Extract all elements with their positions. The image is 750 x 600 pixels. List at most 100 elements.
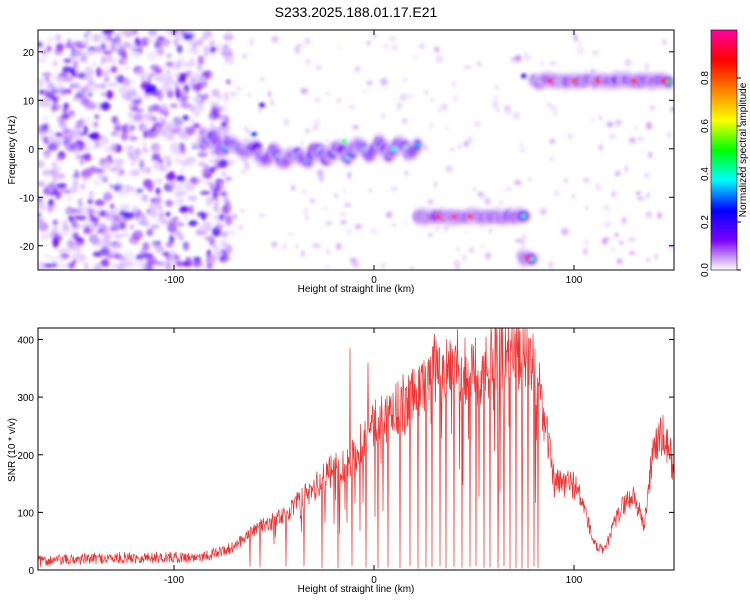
noise-blob — [114, 158, 124, 166]
noise-blob — [96, 45, 102, 54]
speckle-blob — [629, 136, 636, 144]
snr-ytick-label: 200 — [17, 451, 34, 462]
noise-blob — [72, 131, 83, 142]
noise-blob — [58, 263, 70, 268]
noise-blob — [156, 36, 166, 41]
speckle-blob — [489, 227, 493, 234]
speckle-blob — [519, 143, 524, 147]
spectrogram-xtick-label: 0 — [371, 275, 377, 286]
noise-blob — [146, 51, 158, 61]
noise-blob — [99, 33, 108, 43]
speckle-blob — [444, 225, 449, 232]
noise-blob — [183, 61, 191, 68]
speckle-blob — [312, 243, 320, 248]
speckle-blob — [649, 105, 656, 111]
noise-blob — [196, 76, 206, 81]
noise-blob — [158, 108, 167, 115]
noise-blob — [103, 191, 113, 202]
noise-blob — [70, 231, 76, 241]
noise-blob — [158, 73, 169, 80]
speckle-blob — [548, 260, 554, 269]
speckle-blob — [324, 138, 330, 143]
noise-blob — [192, 261, 203, 268]
speckle-blob — [644, 63, 649, 71]
noise-blob — [40, 233, 49, 240]
noise-blob — [142, 241, 150, 252]
noise-blob — [118, 59, 124, 65]
noise-blob — [169, 234, 175, 244]
noise-blob — [226, 30, 232, 37]
noise-blob — [127, 124, 132, 134]
speckle-blob — [636, 196, 645, 201]
noise-blob — [128, 150, 135, 158]
speckle-blob — [637, 137, 645, 141]
speckle-blob — [550, 106, 558, 110]
noise-blob — [56, 42, 64, 52]
noise-blob — [95, 140, 101, 149]
speckle-blob — [585, 205, 589, 211]
noise-blob — [80, 183, 86, 190]
noise-blob — [43, 152, 51, 159]
noise-blob — [38, 197, 44, 203]
noise-blob — [175, 175, 186, 182]
speckle-blob — [576, 46, 585, 55]
noise-blob — [200, 190, 212, 195]
noise-blob — [41, 223, 46, 232]
noise-blob — [70, 184, 79, 194]
speckle-blob — [604, 220, 612, 229]
noise-blob — [56, 183, 67, 188]
noise-blob — [93, 121, 99, 127]
noise-blob — [138, 123, 147, 132]
noise-blob — [142, 197, 150, 204]
noise-blob — [87, 198, 93, 205]
noise-blob — [79, 158, 85, 166]
snr-ytick-label: 400 — [17, 336, 34, 347]
noise-blob — [165, 183, 174, 190]
noise-blob — [128, 116, 135, 124]
noise-blob — [103, 146, 114, 154]
noise-blob — [93, 237, 101, 245]
noise-blob — [150, 144, 161, 153]
noise-blob — [136, 98, 142, 105]
speckle-blob — [601, 238, 607, 246]
noise-blob — [196, 176, 203, 181]
noise-blob — [184, 181, 196, 192]
noise-blob — [196, 62, 203, 72]
noise-blob — [129, 224, 135, 230]
colorbar-tick-label: 0.4 — [700, 167, 711, 181]
noise-blob — [43, 98, 52, 108]
speckle-blob — [354, 65, 361, 73]
noise-blob — [72, 253, 78, 260]
noise-blob — [165, 61, 174, 67]
noise-blob — [89, 214, 95, 219]
speckle-blob — [621, 216, 627, 225]
speckle-blob — [305, 128, 311, 134]
noise-blob — [99, 209, 106, 218]
noise-blob — [209, 39, 215, 48]
noise-blob — [38, 180, 46, 187]
speckle-blob — [231, 213, 238, 220]
speckle-blob — [342, 187, 347, 195]
noise-blob — [147, 30, 158, 36]
noise-blob — [135, 211, 140, 222]
noise-blob — [122, 66, 132, 72]
speckle-blob — [512, 111, 521, 120]
noise-blob — [139, 249, 145, 256]
speckle-blob — [635, 191, 642, 196]
noise-blob — [90, 265, 96, 270]
speckle-blob — [347, 171, 352, 180]
noise-blob — [101, 69, 111, 77]
noise-blob — [116, 45, 126, 54]
ridge-hotspot — [631, 78, 637, 84]
speckle-blob — [366, 40, 371, 46]
speckle-blob — [473, 120, 481, 128]
noise-blob — [189, 79, 198, 88]
noise-blob — [134, 53, 140, 59]
noise-blob — [191, 97, 202, 102]
noise-blob — [169, 222, 177, 233]
noise-blob — [62, 128, 72, 135]
speckle-blob — [316, 64, 322, 71]
speckle-blob — [501, 188, 505, 192]
noise-blob — [132, 30, 138, 36]
speckle-blob — [249, 38, 254, 45]
